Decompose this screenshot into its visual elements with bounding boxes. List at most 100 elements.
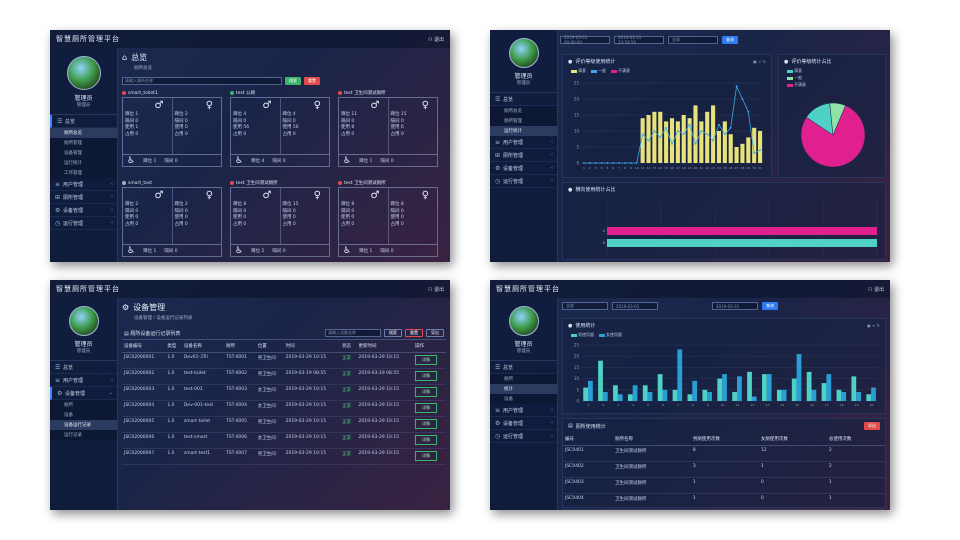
- legend-item[interactable]: 男使用量: [571, 332, 594, 338]
- detail-button[interactable]: 详情: [415, 451, 437, 461]
- horizontal-bar[interactable]: [607, 239, 877, 247]
- sidebar-item-overview[interactable]: ☰ 总览: [490, 361, 557, 374]
- bar-female[interactable]: [662, 389, 668, 401]
- line-point[interactable]: [723, 133, 726, 136]
- submenu-item[interactable]: 运行记录: [50, 430, 117, 440]
- bar-satisfied[interactable]: [664, 121, 669, 163]
- detail-button[interactable]: 详情: [415, 355, 437, 365]
- line-point[interactable]: [594, 162, 597, 164]
- column-header[interactable]: 设备编号: [122, 340, 166, 353]
- bar-female[interactable]: [811, 389, 817, 401]
- detail-button[interactable]: 详情: [415, 419, 437, 429]
- bar-satisfied[interactable]: [669, 118, 675, 163]
- line-point[interactable]: [741, 98, 744, 100]
- pie-slice[interactable]: [800, 105, 866, 168]
- column-header[interactable]: 厕所: [224, 340, 256, 353]
- legend-item[interactable]: 女使用量: [599, 332, 622, 338]
- detail-button[interactable]: 详情: [415, 387, 437, 397]
- table-row[interactable]: JSC02000001 1.0 Dev01-3Tri TST-0001 男卫生间 2019…: [122, 352, 446, 369]
- bar-female[interactable]: [796, 353, 802, 401]
- column-header[interactable]: 状态: [340, 340, 357, 353]
- line-point[interactable]: [671, 142, 673, 145]
- bar-female[interactable]: [632, 385, 638, 401]
- search-button[interactable]: 搜索: [285, 77, 301, 85]
- line-point[interactable]: [653, 130, 656, 132]
- line-point[interactable]: [612, 162, 615, 164]
- line-point[interactable]: [641, 133, 644, 136]
- bar-satisfied[interactable]: [734, 147, 739, 163]
- sidebar-item-users[interactable]: ≡ 用户管理 ‹: [50, 374, 117, 387]
- sidebar-item-overview[interactable]: ☰ 总览: [50, 115, 117, 128]
- sidebar-item-users[interactable]: ≡ 用户管理 ‹: [490, 404, 557, 417]
- legend-item[interactable]: 不满意: [787, 82, 885, 88]
- bar-female[interactable]: [781, 389, 787, 401]
- bar-male[interactable]: [806, 371, 812, 401]
- bar-satisfied[interactable]: [752, 127, 757, 163]
- submenu-item[interactable]: 厕所管理: [50, 138, 117, 148]
- legend-item[interactable]: 满意: [571, 68, 586, 74]
- line-point[interactable]: [583, 162, 585, 164]
- column-header[interactable]: 女厕使用次数: [758, 433, 827, 446]
- sidebar-item-operations[interactable]: ◷ 运行管理 ‹: [490, 175, 557, 188]
- bar-female[interactable]: [602, 392, 608, 401]
- sidebar-item-toilets[interactable]: ⊞ 厕所管理 ‹: [490, 149, 557, 162]
- bar-female[interactable]: [751, 396, 757, 401]
- line-point[interactable]: [706, 133, 709, 136]
- bar-satisfied[interactable]: [675, 121, 680, 163]
- start-date-input[interactable]: 2019-03-01 00:00:00: [560, 35, 610, 45]
- toilet-card[interactable]: test 卫生间测试厕所 ♂ 蹲位 8 隔间 0 使用 0 占用 0 ♀ 蹲位 8 隔间 0 使用…: [338, 179, 438, 262]
- bar-male[interactable]: [836, 389, 842, 401]
- detail-button[interactable]: 详情: [415, 403, 437, 413]
- line-point[interactable]: [682, 133, 685, 136]
- logout-button[interactable]: ⚇ 退出: [867, 286, 884, 293]
- query-button[interactable]: 查询: [722, 36, 738, 44]
- toilet-card[interactable]: test 公厕 ♂ 蹲位 4 隔间 0 使用 56 占用 0 ♀ 蹲位 4 隔间 0 使用 56 占…: [230, 89, 330, 175]
- table-row[interactable]: JSC0403 卫生间测试厕所 1 0 1: [563, 477, 885, 494]
- sidebar-item-users[interactable]: ≡ 用户管理 ‹: [50, 178, 117, 191]
- bar-satisfied[interactable]: [711, 105, 716, 163]
- sidebar-item-operations[interactable]: ◷ 运行管理 ‹: [50, 217, 117, 230]
- bar-satisfied[interactable]: [646, 115, 651, 163]
- line-point[interactable]: [647, 139, 650, 142]
- submenu-item[interactable]: 设备: [490, 394, 557, 404]
- line-point[interactable]: [618, 162, 621, 164]
- pie-slice[interactable]: [829, 102, 846, 136]
- table-row[interactable]: JSC0405卫生间测试厕所110: [563, 509, 885, 510]
- column-header[interactable]: 总使用次数: [826, 433, 885, 446]
- column-header[interactable]: 编号: [563, 433, 613, 446]
- line-point[interactable]: [735, 85, 738, 88]
- bar-satisfied[interactable]: [687, 118, 692, 163]
- sidebar-item-users[interactable]: ≡ 用户管理 ‹: [490, 136, 557, 149]
- line-point[interactable]: [718, 123, 720, 126]
- bar-female[interactable]: [826, 374, 832, 401]
- column-header[interactable]: 设备名称: [181, 340, 224, 353]
- bar-satisfied[interactable]: [740, 143, 745, 163]
- bar-female[interactable]: [766, 374, 772, 401]
- sidebar-item-overview[interactable]: ☰ 总览: [490, 93, 557, 106]
- line-point[interactable]: [676, 130, 679, 132]
- bar-satisfied[interactable]: [758, 131, 763, 163]
- line-point[interactable]: [635, 162, 638, 164]
- export-button[interactable]: 导出: [864, 422, 880, 430]
- bar-male[interactable]: [866, 394, 872, 401]
- line-point[interactable]: [688, 123, 691, 126]
- sidebar-item-devices[interactable]: ⚙ 设备管理 ‹: [490, 417, 557, 430]
- table-row[interactable]: JSC0402 卫生间测试厕所 3 1 2: [563, 461, 885, 478]
- sidebar-item-devices[interactable]: ⚙ 设备管理 ‹: [490, 162, 557, 175]
- logout-button[interactable]: ⚇ 退出: [427, 36, 444, 43]
- submenu-item[interactable]: 设备: [50, 410, 117, 420]
- end-date-input[interactable]: 2019-03-31: [712, 302, 758, 310]
- bar-male[interactable]: [627, 394, 633, 401]
- logout-button[interactable]: ⚇ 退出: [427, 286, 444, 293]
- line-point[interactable]: [665, 126, 668, 129]
- bar-female[interactable]: [722, 374, 727, 401]
- bar-male[interactable]: [642, 385, 648, 401]
- search-input[interactable]: 请输入设备名称: [325, 329, 381, 337]
- bar-male[interactable]: [657, 374, 663, 401]
- bar-male[interactable]: [732, 392, 738, 401]
- bar-satisfied[interactable]: [716, 131, 722, 163]
- line-point[interactable]: [600, 162, 603, 164]
- bar-male[interactable]: [687, 394, 693, 401]
- bar-satisfied[interactable]: [652, 111, 657, 163]
